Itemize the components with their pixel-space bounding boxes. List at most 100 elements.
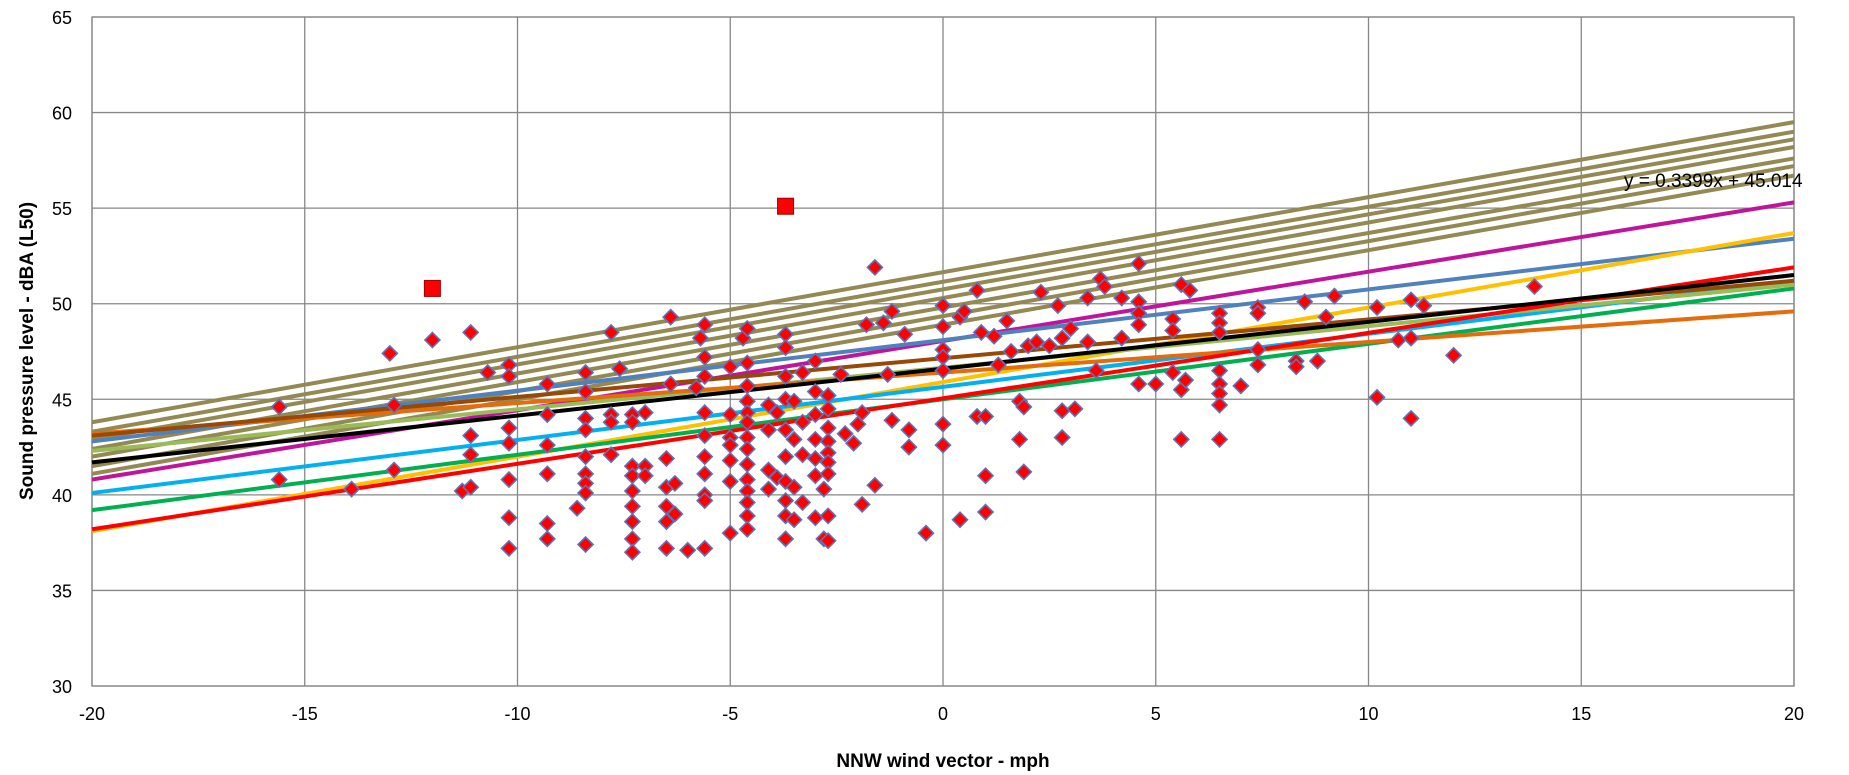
data-point <box>1210 430 1229 449</box>
data-point <box>270 470 288 489</box>
plot-border <box>91 16 1795 687</box>
data-point <box>721 358 739 376</box>
data-point <box>385 396 403 414</box>
x-tick-label: -10 <box>504 704 530 724</box>
data-point <box>776 447 795 466</box>
data-point <box>1015 463 1033 481</box>
y-tick-label: 45 <box>52 390 72 410</box>
data-point <box>883 302 901 320</box>
data-point <box>1368 298 1386 317</box>
data-point <box>1079 289 1097 307</box>
data-point <box>721 524 739 542</box>
trend-line <box>91 265 1795 532</box>
y-tick-label: 50 <box>52 295 72 315</box>
data-point <box>576 421 595 439</box>
data-point <box>972 323 990 342</box>
y-tick-label: 60 <box>52 104 72 124</box>
x-tick-label: -5 <box>722 704 738 724</box>
data-point <box>666 474 684 493</box>
data-point <box>806 405 824 424</box>
data-point <box>1113 289 1131 307</box>
data-point <box>576 447 595 466</box>
data-point <box>623 512 642 531</box>
data-point <box>602 413 620 431</box>
data-point <box>1402 409 1420 428</box>
trend-line <box>91 236 1795 444</box>
data-point <box>1317 308 1335 326</box>
data-point <box>500 539 518 558</box>
y-tick-label: 40 <box>52 486 72 506</box>
data-point <box>976 467 995 485</box>
data-point <box>1172 430 1190 449</box>
data-point <box>721 451 739 470</box>
data-point <box>1308 352 1327 370</box>
data-point <box>934 318 952 336</box>
x-axis-tick-labels: -20 -15 -10 -5 0 5 10 15 20 <box>79 704 1804 724</box>
data-point <box>1176 371 1195 389</box>
data-point <box>768 404 786 422</box>
data-point <box>1130 375 1148 393</box>
data-point <box>976 503 995 521</box>
data-point <box>806 352 824 370</box>
data-point <box>1287 358 1305 376</box>
data-point <box>538 375 556 393</box>
data-point <box>785 392 803 410</box>
data-point <box>1210 396 1229 414</box>
y-axis-tick-labels: 30 35 40 45 50 55 60 65 <box>52 8 72 697</box>
data-point <box>819 400 837 418</box>
data-point <box>568 499 586 517</box>
data-point <box>738 520 756 538</box>
data-point <box>602 446 620 464</box>
data-point <box>696 316 714 334</box>
data-point <box>576 535 595 554</box>
data-point <box>538 436 556 454</box>
data-point <box>785 430 803 449</box>
data-point <box>866 258 884 277</box>
data-point <box>968 281 986 299</box>
data-point <box>462 478 480 496</box>
data-point <box>806 383 824 401</box>
data-point <box>1027 333 1046 351</box>
data-point <box>479 363 497 382</box>
x-tick-label: 10 <box>1358 704 1378 724</box>
trend-line <box>91 120 1795 425</box>
data-point <box>1066 400 1084 418</box>
data-point <box>896 325 914 343</box>
data-point <box>1087 361 1105 380</box>
data-point <box>657 539 676 558</box>
data-point <box>342 480 361 498</box>
data-point <box>696 539 714 558</box>
data-point <box>819 465 837 483</box>
data-point <box>500 509 518 527</box>
data-point <box>934 436 952 454</box>
data-point <box>955 302 973 320</box>
data-point <box>662 375 680 393</box>
data-point <box>793 413 812 431</box>
data-point <box>538 530 556 548</box>
data-point <box>989 356 1007 374</box>
data-point <box>602 323 620 342</box>
data-point <box>934 415 952 433</box>
data-point <box>793 363 812 382</box>
data-point <box>934 361 952 380</box>
data-point <box>900 421 918 439</box>
data-point <box>1249 356 1267 374</box>
x-tick-label: 0 <box>938 704 948 724</box>
data-point <box>815 480 833 498</box>
trend-line <box>91 137 1795 442</box>
y-tick-label: 35 <box>52 581 72 601</box>
data-point <box>423 331 442 349</box>
data-points <box>270 197 1544 561</box>
data-point <box>776 367 795 385</box>
data-point <box>845 434 863 452</box>
data-point <box>776 339 795 357</box>
data-point <box>1368 388 1386 407</box>
data-point <box>1325 287 1344 305</box>
data-point <box>1147 375 1165 393</box>
data-point <box>636 404 654 422</box>
data-point <box>883 411 901 429</box>
data-point <box>836 425 854 443</box>
x-tick-label: -20 <box>79 704 105 724</box>
data-point <box>679 541 697 559</box>
data-point <box>1210 323 1229 342</box>
